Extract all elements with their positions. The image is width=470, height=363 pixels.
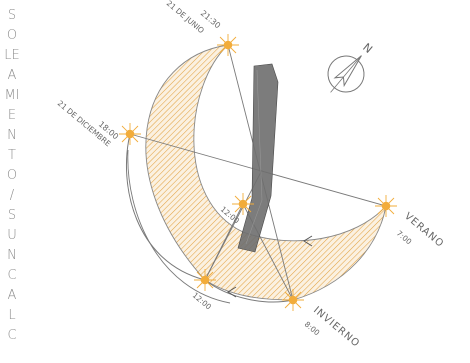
- ray-noon-link: [204, 203, 244, 281]
- sun-winter-sunset-icon: [118, 122, 142, 146]
- summer-direction-arrow: [303, 235, 313, 247]
- sun-winter-sunrise-icon: [281, 288, 305, 312]
- outer-lower-arc: [127, 149, 231, 304]
- solar-envelope-area: [145, 44, 387, 301]
- summer-sunrise-time: 7:00: [395, 229, 414, 247]
- building-ridge: [245, 69, 263, 245]
- vertical-title: SOLEAMIENTO / SUNCALC: [4, 8, 20, 343]
- winter-sunrise-time: 8:00: [303, 320, 322, 338]
- winter-direction-arrow: [227, 286, 237, 298]
- summer-solstice-date: 21 DE JUNIO: [165, 0, 206, 35]
- building-footprint: [237, 63, 279, 253]
- sun-summer-sunset-icon: [216, 33, 240, 57]
- winter-path-arc: [125, 133, 294, 303]
- sun-summer-sunrise-icon: [374, 194, 398, 218]
- north-arrow-icon: N: [327, 41, 375, 93]
- north-label: N: [360, 41, 375, 56]
- sun-summer-noon-icon: [231, 192, 255, 216]
- sun-winter-noon-icon: [193, 268, 217, 292]
